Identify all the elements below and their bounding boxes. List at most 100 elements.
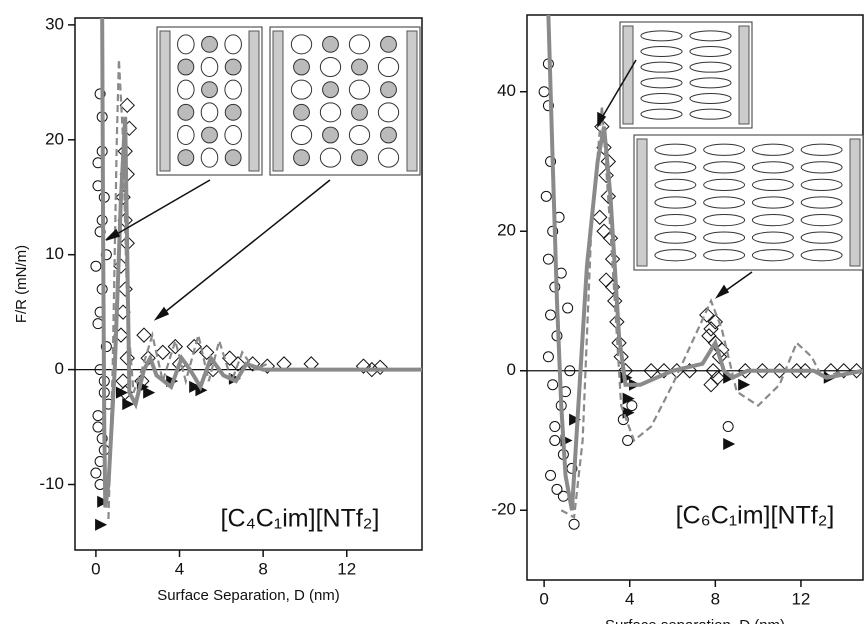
ion (689, 108, 732, 120)
circle-marker (542, 100, 554, 112)
anion (380, 35, 397, 53)
cation (290, 34, 313, 55)
y-tick-label: 30 (45, 14, 64, 33)
x-tick-label: 12 (337, 559, 356, 578)
ion (654, 178, 697, 192)
ion (800, 161, 843, 174)
cation (224, 34, 242, 55)
ion (689, 30, 732, 42)
diamond-marker (836, 363, 852, 379)
anion (224, 149, 242, 167)
cation (200, 147, 219, 168)
ion (703, 196, 746, 209)
circle-marker (549, 421, 561, 433)
anion (293, 58, 310, 76)
ion (751, 143, 794, 156)
anion (224, 103, 242, 121)
y-tick-label: 10 (45, 244, 64, 263)
anion (380, 81, 397, 99)
x-tick-label: 12 (791, 589, 810, 608)
anion (351, 58, 368, 76)
ion (800, 143, 843, 156)
anion (177, 103, 195, 121)
y-tick-label: -20 (491, 500, 516, 519)
x-tick-label: 0 (539, 589, 548, 608)
ion (703, 231, 746, 244)
anion (351, 103, 368, 121)
cation (377, 147, 400, 168)
ion (654, 249, 697, 262)
ion (703, 249, 746, 262)
ion (800, 196, 843, 209)
anion (293, 103, 310, 121)
diamond-marker (592, 209, 608, 225)
ion (654, 231, 697, 244)
cation (348, 79, 371, 100)
arrow (109, 179, 211, 239)
cation (177, 34, 195, 55)
diamond-marker (230, 356, 246, 372)
diamond-marker (703, 321, 719, 337)
anion (322, 81, 339, 99)
cation (319, 147, 342, 168)
diamond-marker (643, 363, 659, 379)
arrows (105, 59, 753, 321)
plot-frame (526, 14, 864, 581)
diamond-marker (771, 363, 788, 379)
diamond-marker (596, 223, 612, 239)
ion (689, 45, 732, 58)
cation (319, 102, 342, 123)
circle-marker (622, 434, 634, 446)
cation (224, 79, 242, 100)
curve (546, 15, 863, 511)
cation (224, 124, 242, 146)
ion (703, 213, 746, 227)
triangle-marker (189, 380, 202, 393)
diamond-marker (598, 167, 614, 184)
x-axis-label: Surface separation, D (nm) (605, 617, 785, 624)
cation (377, 56, 400, 78)
anion (201, 126, 218, 144)
circle-marker (100, 341, 112, 353)
x-tick-label: 4 (625, 589, 634, 608)
cation (377, 102, 400, 123)
arrow-head (153, 306, 170, 321)
cation (348, 124, 371, 146)
cation (177, 124, 195, 146)
ion (689, 61, 732, 73)
circle-marker (538, 86, 550, 98)
curve (560, 105, 845, 519)
circle-marker (562, 302, 574, 314)
anion (380, 126, 397, 144)
circle-marker (564, 365, 576, 377)
x-axis-label: Surface Separation, D (nm) (157, 587, 340, 604)
circle-marker (96, 433, 108, 445)
ion (654, 213, 697, 227)
ion (654, 161, 697, 174)
inset (619, 21, 753, 129)
triangle-marker (569, 413, 582, 426)
circle-marker (92, 410, 104, 422)
y-tick-label: 20 (497, 221, 516, 240)
ion (640, 108, 683, 120)
arrow (159, 179, 331, 317)
anion (322, 35, 339, 53)
diamond-marker (797, 363, 813, 379)
circle-marker (568, 518, 580, 530)
curve (100, 18, 422, 508)
diamond-marker (117, 281, 133, 297)
x-tick-label: 8 (711, 589, 720, 608)
diamond-marker (703, 376, 719, 393)
triangle-marker (97, 495, 110, 508)
diamond-marker (788, 363, 805, 379)
anion (224, 58, 242, 76)
ion (640, 45, 683, 58)
ion (800, 213, 843, 227)
ion (654, 196, 697, 209)
ion (640, 77, 683, 89)
diamond-marker (119, 97, 135, 114)
diamond-marker (656, 363, 672, 379)
circle-marker (722, 421, 734, 433)
circle-marker (547, 379, 559, 391)
